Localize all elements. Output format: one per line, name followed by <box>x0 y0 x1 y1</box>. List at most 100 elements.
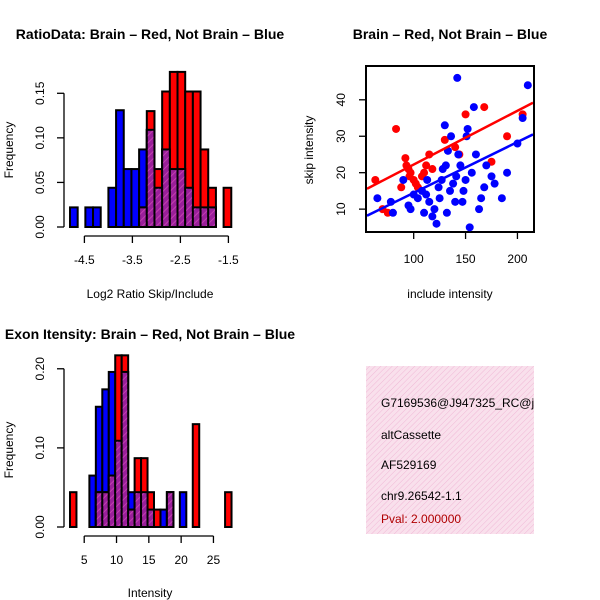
ratio-histogram-overlap-hatch <box>155 188 162 226</box>
scatter-point-not-brain <box>453 73 462 82</box>
scatter-point-not-brain <box>373 194 382 203</box>
ratio-histogram-overlap-hatch <box>209 208 215 226</box>
ratio-histogram-x-tick-label: -4.5 <box>74 253 95 267</box>
ratio-histogram-overlap-hatch <box>186 188 192 226</box>
scatter-point-not-brain <box>469 103 478 112</box>
ratio-histogram-ylabel: Frequency <box>2 122 16 179</box>
intensity-scatter-y-tick-label: 40 <box>334 93 348 107</box>
exon-intensity-histogram-blue-bar <box>178 491 188 528</box>
scatter-point-not-brain <box>442 208 451 217</box>
ratio-histogram-blue-bar <box>69 206 79 228</box>
exon-intensity-histogram-overlap-hatch <box>167 493 173 526</box>
scatter-point-brain <box>428 165 437 174</box>
scatter-point-not-brain <box>428 212 437 221</box>
scatter-point-not-brain <box>413 194 422 203</box>
scatter-point-brain <box>406 168 415 177</box>
exon-intensity-histogram-y-tick-label: 0.10 <box>33 436 47 460</box>
exon-intensity-histogram-red-bar <box>191 423 201 528</box>
intensity-scatter-y-tick-label: 10 <box>334 202 348 216</box>
exon-intensity-histogram-overlap-hatch <box>122 372 128 526</box>
scatter-point-brain <box>461 110 470 119</box>
exon-intensity-histogram-overlap-hatch <box>135 493 141 526</box>
ratio-histogram-overlap-hatch <box>147 130 154 226</box>
exon-intensity-histogram-overlap-hatch <box>148 510 153 526</box>
exon-intensity-histogram-xlabel: Intensity <box>128 586 173 600</box>
intensity-scatter-title: Brain – Red, Not Brain – Blue <box>353 26 548 42</box>
ratio-histogram-overlap-hatch <box>193 208 200 226</box>
scatter-point-not-brain <box>454 150 463 159</box>
ratio-histogram-blue-bar <box>115 109 125 228</box>
exon-intensity-histogram-overlap-hatch <box>96 493 102 526</box>
scatter-point-not-brain <box>441 161 450 170</box>
exon-intensity-histogram: Exon Itensity: Brain – Red, Not Brain – … <box>2 326 295 600</box>
intensity-scatter-x-tick-label: 100 <box>404 252 424 266</box>
ratio-histogram-x-tick-label: -2.5 <box>170 253 191 267</box>
ratio-histogram-y-tick-label: 0.00 <box>33 215 47 239</box>
scatter-point-not-brain <box>430 205 439 214</box>
scatter-point-not-brain <box>518 114 527 123</box>
scatter-fit-line-not-brain <box>367 133 533 217</box>
scatter-point-not-brain <box>456 161 465 170</box>
accession-text: AF529169 <box>381 458 437 472</box>
scatter-point-not-brain <box>423 175 432 184</box>
probe-id-text: G7169536@J947325_RC@j_at <box>381 396 551 410</box>
scatter-point-not-brain <box>482 161 491 170</box>
scatter-point-not-brain <box>434 183 443 192</box>
ratio-histogram-blue-bar <box>84 206 95 228</box>
scatter-point-not-brain <box>467 168 476 177</box>
exon-intensity-histogram-x-tick-label: 25 <box>207 553 221 567</box>
scatter-point-not-brain <box>422 190 431 199</box>
exon-intensity-histogram-title: Exon Itensity: Brain – Red, Not Brain – … <box>5 326 295 342</box>
exon-intensity-histogram-x-tick-label: 15 <box>142 553 156 567</box>
exon-intensity-histogram-x-tick-label: 10 <box>110 553 124 567</box>
ratio-histogram-overlap-hatch <box>178 170 185 226</box>
ratio-histogram-x-tick-label: -1.5 <box>218 253 239 267</box>
intensity-scatter-ylabel: skip intensity <box>302 116 316 185</box>
location-text: chr9.26542-1.1 <box>381 489 462 503</box>
intensity-scatter: Brain – Red, Not Brain – Blue 100 150 200 1… <box>302 26 547 301</box>
ratio-histogram-overlap-hatch <box>163 150 169 226</box>
exon-intensity-histogram-y-tick-label: 0.20 <box>33 357 47 381</box>
ratio-histogram-blue-bar <box>92 206 102 228</box>
exon-intensity-histogram-overlap-hatch <box>129 510 134 526</box>
scatter-point-not-brain <box>432 219 441 228</box>
scatter-point-not-brain <box>523 81 532 90</box>
ratio-histogram-y-tick-label: 0.10 <box>33 126 47 150</box>
ratio-histogram-y-tick-label: 0.15 <box>33 81 47 105</box>
scatter-point-not-brain <box>406 205 415 214</box>
ratio-histogram-title: RatioData: Brain – Red, Not Brain – Blue <box>16 26 285 42</box>
intensity-scatter-xlabel: include intensity <box>407 287 492 301</box>
scatter-point-not-brain <box>503 168 512 177</box>
ratio-histogram-bars <box>69 70 233 229</box>
scatter-point-not-brain <box>435 194 444 203</box>
intensity-scatter-x-tick-label: 200 <box>507 252 527 266</box>
scatter-point-brain <box>420 168 429 177</box>
ratio-histogram-x-tick-label: -3.5 <box>122 253 143 267</box>
scatter-point-not-brain <box>487 172 496 181</box>
scatter-point-not-brain <box>388 208 397 217</box>
scatter-point-not-brain <box>446 186 454 195</box>
probe-info-panel: G7169536@J947325_RC@j_at altCassette AF5… <box>366 366 551 534</box>
exon-intensity-histogram-overlap-hatch <box>103 493 108 526</box>
ratio-histogram-axes: -4.5 -3.5 -2.5 -1.5 0.00 0.05 0.10 0.15 <box>33 81 239 267</box>
exon-intensity-histogram-axes: 5 10 15 20 25 0.00 0.10 0.20 <box>33 357 220 567</box>
scatter-point-not-brain <box>451 197 460 206</box>
scatter-point-not-brain <box>477 194 486 203</box>
exon-intensity-histogram-overlap-hatch <box>116 441 121 526</box>
scatter-point-brain <box>401 154 410 163</box>
pval-text: Pval: 2.000000 <box>381 512 461 526</box>
ratio-histogram-y-tick-label: 0.05 <box>33 170 47 194</box>
ratio-histogram-overlap-hatch <box>140 208 146 226</box>
scatter-point-not-brain <box>490 179 499 188</box>
scatter-point-not-brain <box>475 205 484 214</box>
ratio-histogram-blue-bar <box>107 186 118 229</box>
ratio-histogram-xlabel: Log2 Ratio Skip/Include <box>87 287 214 301</box>
intensity-scatter-x-tick-label: 150 <box>456 252 476 266</box>
scatter-point-not-brain <box>449 179 458 188</box>
ratio-histogram-blue-bar <box>130 168 141 228</box>
scatter-point-not-brain <box>459 186 468 195</box>
scatter-point-not-brain <box>463 124 472 133</box>
scatter-point-brain <box>392 124 401 133</box>
scatter-point-not-brain <box>461 175 470 184</box>
